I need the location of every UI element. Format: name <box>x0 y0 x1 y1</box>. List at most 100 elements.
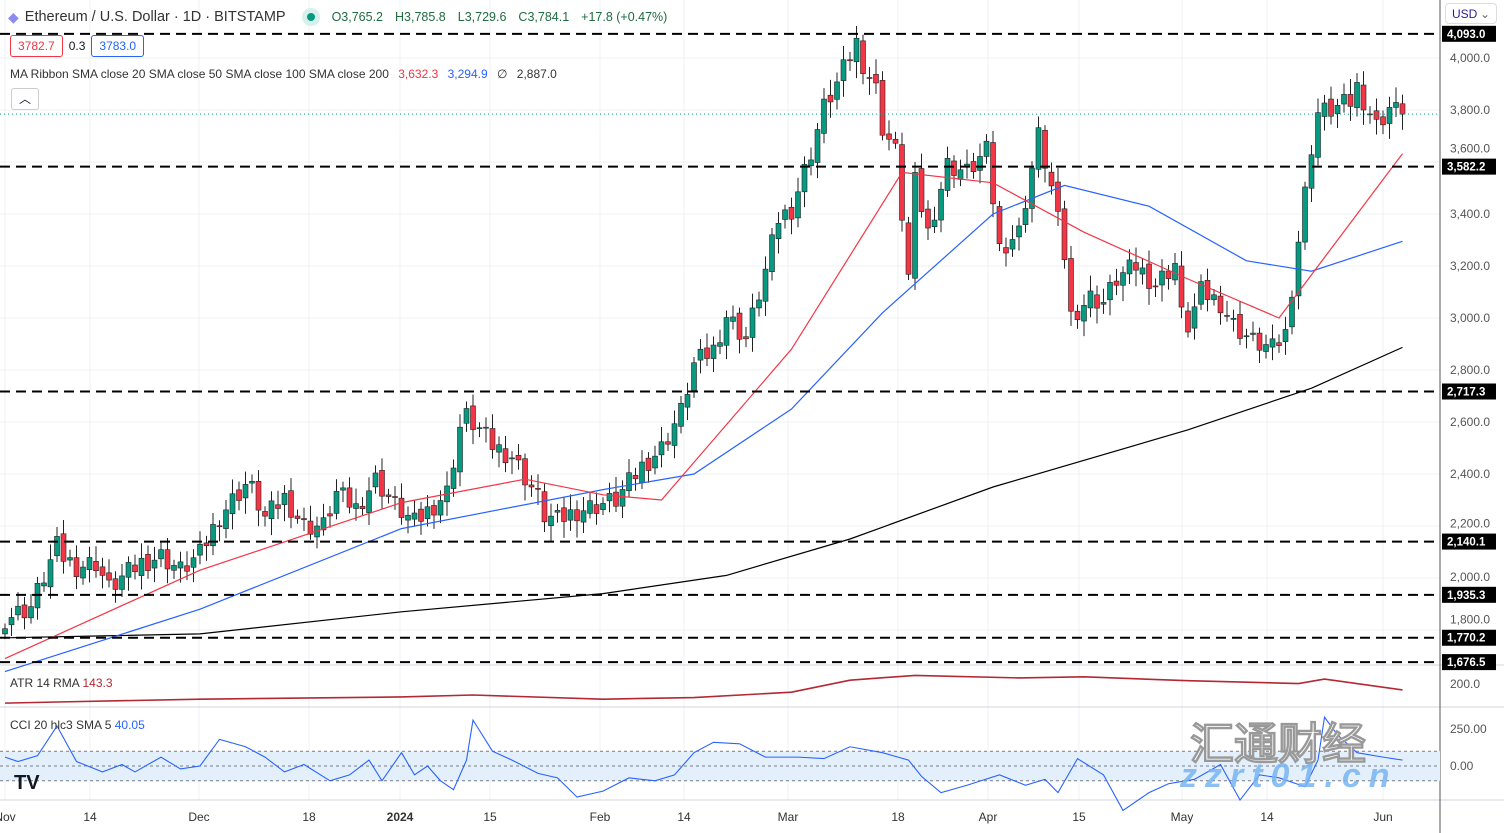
candle-body <box>346 487 353 508</box>
time-tick: Mar <box>778 810 799 824</box>
quote-panel: 3782.7 0.3 3783.0 <box>10 35 145 57</box>
cci-label: CCI 20 hlc3 SMA 5 <box>10 718 112 732</box>
symbol-title[interactable]: Ethereum / U.S. Dollar · 1D · BITSTAMP <box>24 9 286 25</box>
candle-body <box>2 628 8 635</box>
candle-body <box>223 509 229 529</box>
sma20-value: 3,632.3 <box>398 67 439 81</box>
candle-body <box>977 156 983 171</box>
price-tick: 2,000.0 <box>1450 570 1490 584</box>
candle-body <box>106 572 112 581</box>
candle-body <box>177 561 184 569</box>
candle-body <box>288 490 294 518</box>
candle-body <box>405 514 411 521</box>
candle-body <box>600 503 606 510</box>
candle-body <box>528 484 535 488</box>
candle-body <box>262 511 268 517</box>
candle-body <box>775 223 782 240</box>
candle-body <box>379 470 385 497</box>
candles <box>2 26 1406 640</box>
candle-body <box>1211 294 1217 300</box>
candle-body <box>353 503 359 509</box>
candle-body <box>457 426 463 473</box>
chevron-down-icon: ⌄ <box>1479 7 1490 21</box>
candle-body <box>587 500 593 514</box>
candle-body <box>1308 154 1315 189</box>
sma20-line <box>4 153 1403 660</box>
cci-legend[interactable]: CCI 20 hlc3 SMA 5 40.05 <box>10 718 145 732</box>
candle-body <box>67 557 73 561</box>
candle-body <box>281 492 288 505</box>
candle-body <box>1276 342 1282 346</box>
price-tick: 2,600.0 <box>1450 415 1490 429</box>
atr-legend[interactable]: ATR 14 RMA 143.3 <box>10 676 113 690</box>
time-tick: 18 <box>302 810 316 824</box>
sma100-value: ∅ <box>497 67 508 81</box>
sell-button[interactable]: 3782.7 <box>10 35 63 57</box>
candle-body <box>866 77 873 79</box>
sma200-value: 2,887.0 <box>516 67 557 81</box>
candle-body <box>158 549 164 560</box>
ma-ribbon-legend[interactable]: MA Ribbon SMA close 20 SMA close 50 SMA … <box>10 67 563 81</box>
candle-body <box>1178 265 1185 308</box>
currency-select[interactable]: USD ⌄ <box>1445 3 1497 24</box>
candle-body <box>398 497 405 518</box>
candle-body <box>21 604 28 619</box>
candle-body <box>470 405 476 430</box>
price-tick: 3,000.0 <box>1450 311 1490 325</box>
symbol-legend: ◆ Ethereum / U.S. Dollar · 1D · BITSTAMP… <box>8 8 667 26</box>
candle-body <box>574 509 580 522</box>
candle-body <box>1133 262 1139 271</box>
candle-body <box>112 578 119 590</box>
candle-body <box>1113 280 1120 286</box>
candle-body <box>145 554 151 571</box>
tradingview-logo[interactable]: TV <box>14 772 40 794</box>
candle-body <box>1250 332 1256 335</box>
market-open-icon <box>301 8 320 26</box>
candle-body <box>1321 102 1328 117</box>
candle-body <box>808 159 814 167</box>
candle-body <box>957 169 964 180</box>
candle-body <box>632 474 639 480</box>
candle-body <box>743 336 749 340</box>
candle-body <box>268 500 275 520</box>
candle-body <box>853 37 860 63</box>
candle-body <box>489 428 496 450</box>
candle-body <box>1334 105 1341 114</box>
candle-body <box>1347 94 1354 107</box>
candle-body <box>886 133 892 140</box>
candle-body <box>86 557 93 570</box>
candle-body <box>1159 270 1165 286</box>
candle-body <box>1016 225 1022 238</box>
time-tick: 14 <box>677 810 691 824</box>
level-label-bg <box>1442 158 1496 175</box>
candle-body <box>814 129 821 163</box>
candle-body <box>522 458 528 486</box>
candle-body <box>1100 302 1107 305</box>
candle-body <box>60 533 67 562</box>
candle-body <box>1022 208 1029 225</box>
time-tick: 14 <box>1260 810 1274 824</box>
candle-body <box>197 543 203 556</box>
candle-body <box>301 518 307 521</box>
time-tick: 2024 <box>387 810 414 824</box>
candle-body <box>554 510 561 513</box>
candle-body <box>463 408 470 424</box>
collapse-legend-button[interactable]: ︿ <box>11 88 39 110</box>
buy-button[interactable]: 3783.0 <box>91 35 145 57</box>
candle-body <box>1042 129 1048 169</box>
ma-label: MA Ribbon SMA close 20 SMA close 50 SMA … <box>10 67 389 81</box>
candle-body <box>333 491 340 514</box>
candle-body <box>1087 290 1094 309</box>
candle-body <box>658 441 665 456</box>
candle-body <box>684 394 691 408</box>
cci-value: 40.05 <box>114 718 145 732</box>
candle-body <box>678 402 684 427</box>
candle-body <box>788 206 795 220</box>
candle-body <box>1373 110 1380 120</box>
candle-body <box>1328 98 1334 117</box>
candle-body <box>1198 281 1204 305</box>
candle-body <box>119 575 125 590</box>
candle-body <box>671 423 678 446</box>
spread: 0.3 <box>68 39 86 53</box>
